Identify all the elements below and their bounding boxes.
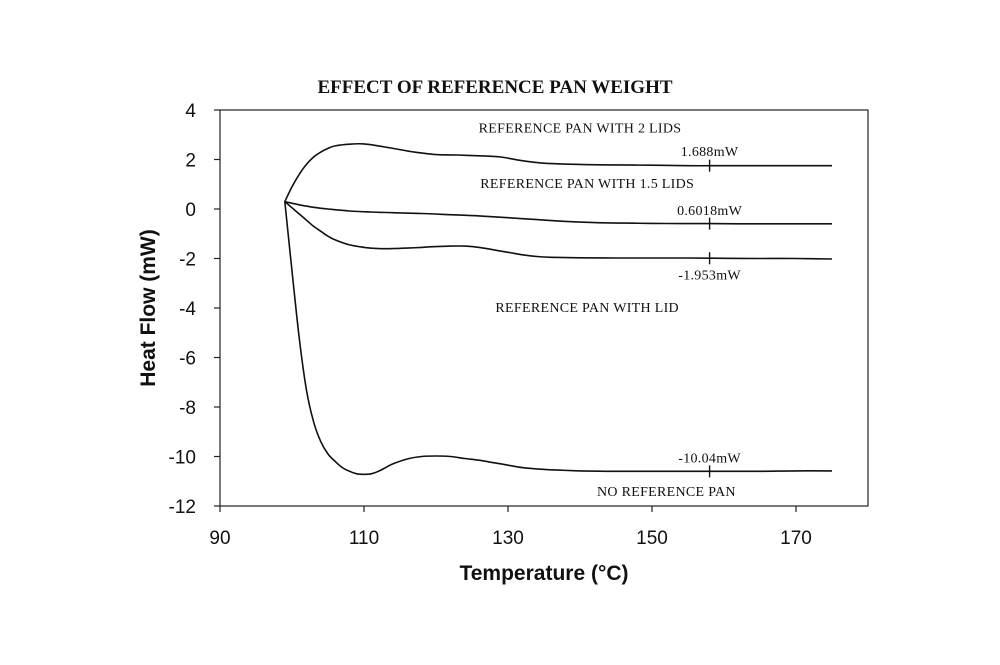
- y-tick-label: -2: [179, 250, 196, 271]
- annotation-reference-pan-with-1-5-lids: REFERENCE PAN WITH 1.5 LIDS: [480, 177, 694, 192]
- chart-title: EFFECT OF REFERENCE PAN WEIGHT: [317, 77, 672, 98]
- y-tick-label: -4: [179, 299, 196, 320]
- y-tick-label: -12: [169, 497, 196, 518]
- series-layer: [284, 142, 833, 476]
- x-tick-label: 90: [209, 528, 230, 549]
- annotation-no-reference-pan: NO REFERENCE PAN: [597, 485, 736, 500]
- y-tick-label: -6: [179, 349, 196, 370]
- annotation-0-6018mw: 0.6018mW: [677, 204, 742, 219]
- x-tick-label: 170: [780, 528, 812, 549]
- x-tick-label: 150: [636, 528, 668, 549]
- annotation-10-04mw: -10.04mW: [678, 452, 741, 467]
- series-line-reference-pan-with-2-lids: [284, 142, 832, 202]
- y-axis: 4 2 0 -2 -4 -6 -8 -10 -12: [169, 101, 220, 518]
- y-tick-label: 4: [185, 101, 196, 122]
- x-axis-label: Temperature (°C): [459, 562, 628, 585]
- annotation-layer: REFERENCE PAN WITH 2 LIDS 1.688mW REFERENC…: [479, 121, 743, 500]
- annotation-reference-pan-with-lid: REFERENCE PAN WITH LID: [495, 301, 679, 316]
- y-tick-label: -10: [169, 448, 196, 469]
- x-tick-label: 110: [349, 528, 379, 549]
- series-line-reference-pan-with-lid: [284, 200, 833, 260]
- annotation-1-688mw: 1.688mW: [681, 145, 739, 160]
- x-tick-label: 130: [492, 528, 524, 549]
- y-tick-label: 0: [185, 200, 196, 221]
- y-tick-label: 2: [185, 151, 196, 172]
- series-line-reference-pan-with-1-5-lids: [284, 200, 832, 225]
- annotation-1-953mw: -1.953mW: [678, 269, 741, 284]
- x-axis: 90 110 130 150 170: [209, 506, 812, 549]
- y-axis-label: Heat Flow (mW): [137, 229, 160, 387]
- annotation-reference-pan-with-2-lids: REFERENCE PAN WITH 2 LIDS: [479, 121, 682, 136]
- y-tick-label: -8: [179, 398, 196, 419]
- series-line-no-reference-pan: [284, 201, 833, 476]
